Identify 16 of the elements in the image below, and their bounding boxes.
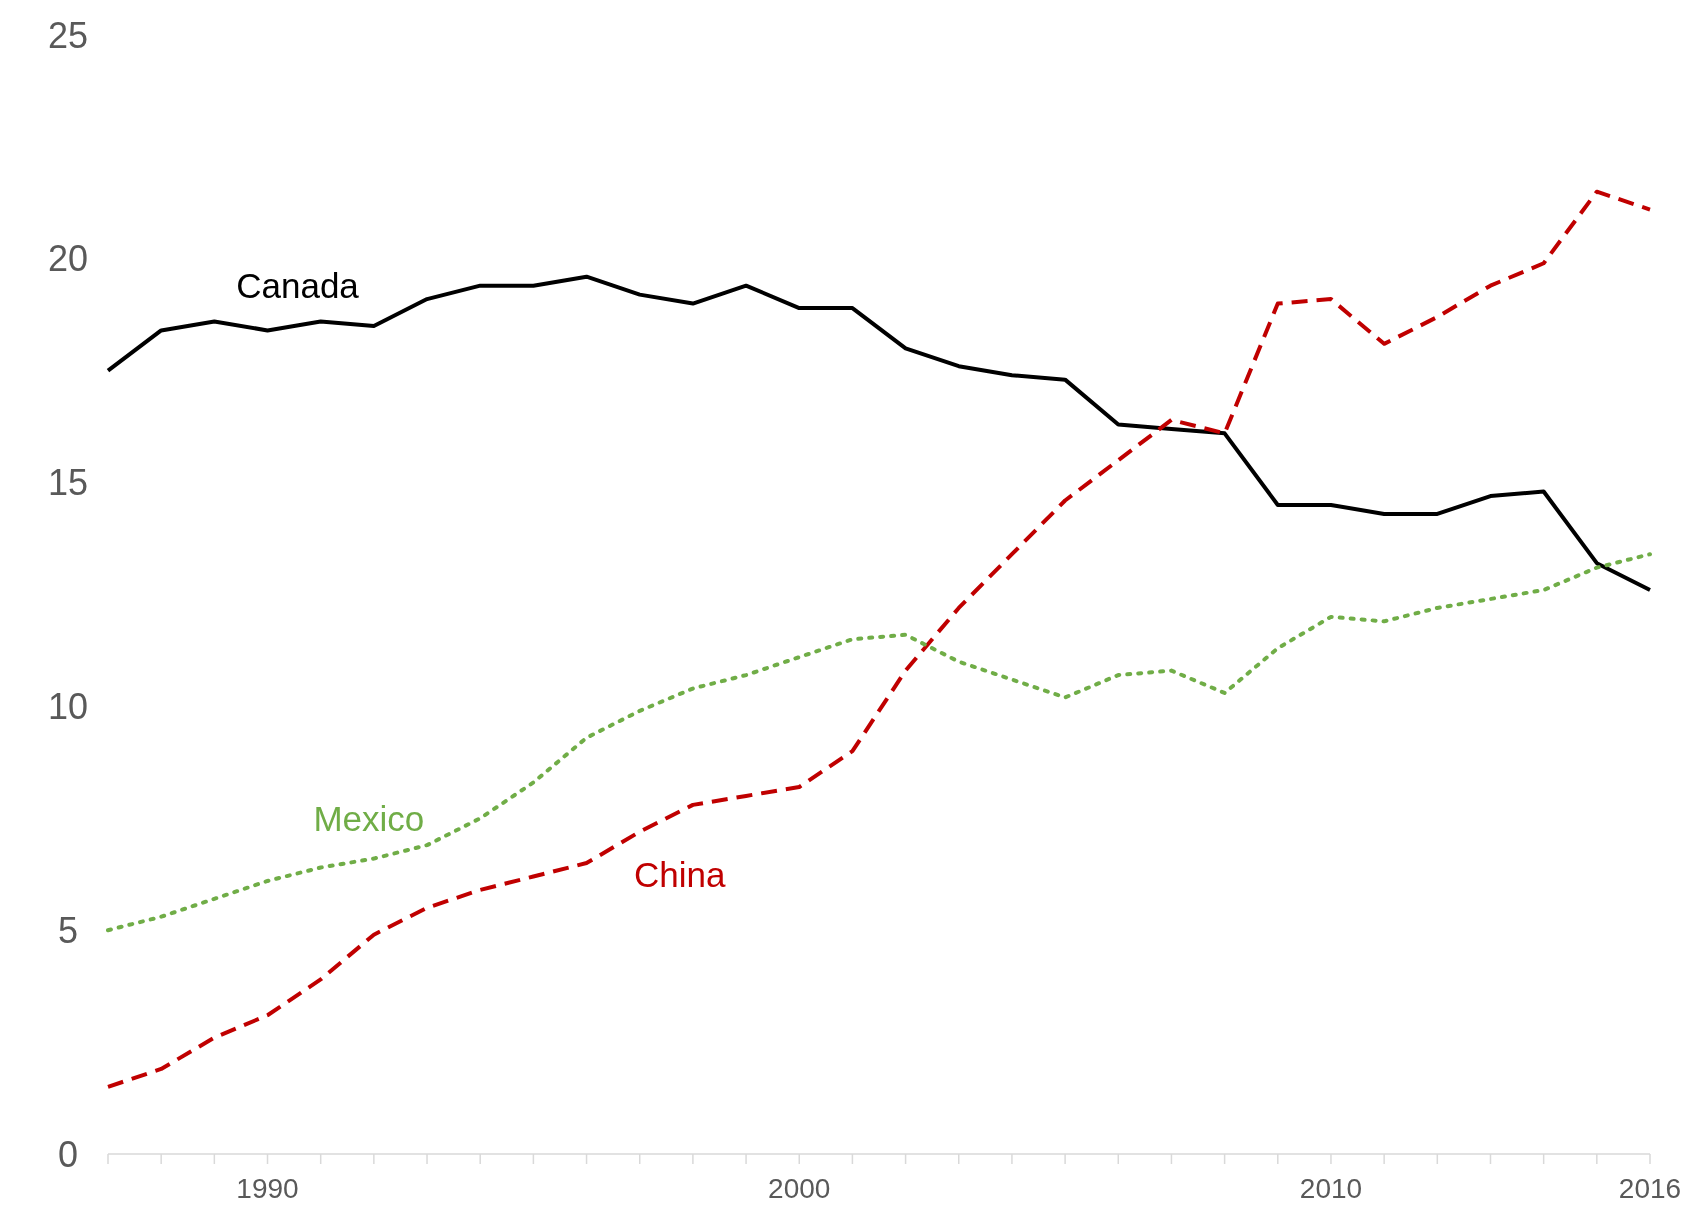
y-tick-label: 10 [47,686,89,727]
series-label: Mexico [313,798,425,838]
x-tick-label: 2000 [768,1173,831,1204]
series-label: Canada [236,266,360,306]
y-tick-label: 15 [47,462,89,504]
y-tick-label: 25 [47,14,89,56]
y-tick-label: 20 [47,238,89,280]
x-tick-label: 2016 [1618,1173,1682,1204]
x-tick-label: 1990 [236,1173,299,1204]
line-series [106,189,1652,1089]
line-series [106,274,1652,593]
series-label: China [634,854,726,894]
y-tick-label: 0 [57,1133,79,1175]
y-tick-label: 5 [57,909,79,951]
line-series [106,552,1652,933]
x-tick-label: 2010 [1299,1173,1363,1204]
